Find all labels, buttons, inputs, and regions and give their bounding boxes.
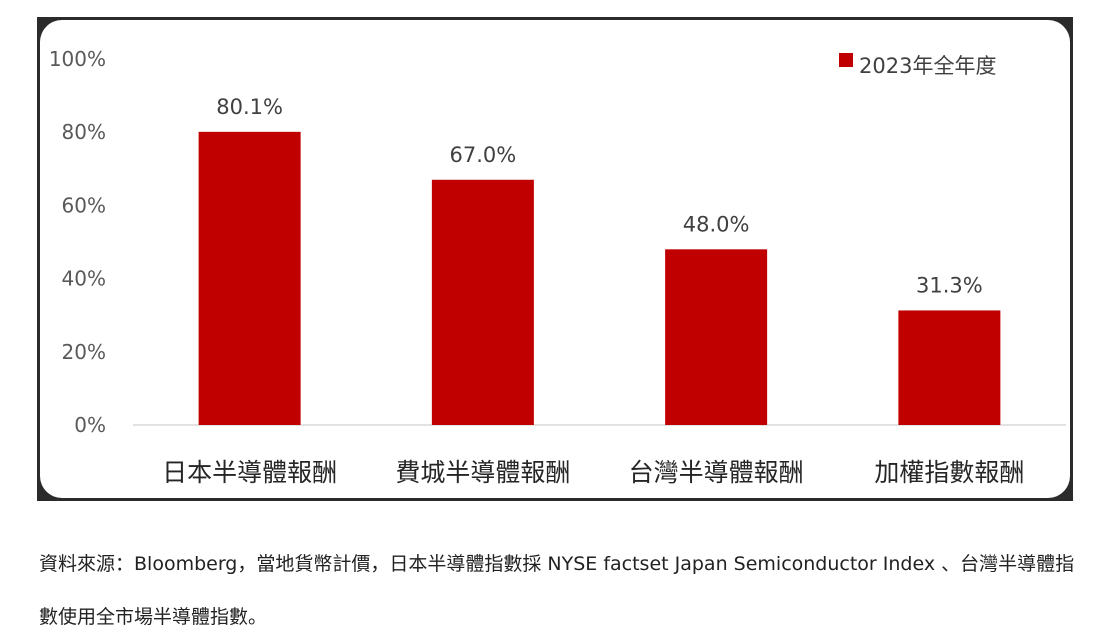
y-tick-label: 40%: [62, 267, 106, 291]
data-label: 67.0%: [450, 143, 517, 167]
x-tick-label: 加權指數報酬: [874, 458, 1024, 487]
legend-label: 2023年全年度: [859, 54, 996, 78]
y-tick-label: 80%: [62, 120, 106, 144]
y-tick-label: 0%: [74, 413, 106, 437]
x-tick-label: 費城半導體報酬: [395, 458, 570, 487]
source-note: 資料來源：Bloomberg，當地貨幣計價，日本半導體指數採 NYSE fact…: [39, 553, 1075, 628]
bar: [431, 179, 534, 425]
y-tick-label: 60%: [62, 193, 106, 217]
bar-chart: 0% 20% 40% 60% 80% 100% 80.1% 日本半導體報酬 67.0% 費城半導體…: [49, 47, 1066, 487]
x-tick-label: 台灣半導體報酬: [629, 458, 804, 487]
x-tick-label: 日本半導體報酬: [162, 458, 337, 487]
data-label: 80.1%: [216, 95, 283, 119]
legend-swatch: [839, 53, 853, 67]
data-label: 48.0%: [683, 212, 750, 236]
data-label: 31.3%: [916, 273, 983, 297]
y-tick-label: 20%: [62, 340, 106, 364]
bar: [198, 131, 301, 426]
bar: [898, 310, 1001, 425]
y-tick-label: 100%: [49, 47, 106, 71]
bar: [665, 249, 768, 425]
